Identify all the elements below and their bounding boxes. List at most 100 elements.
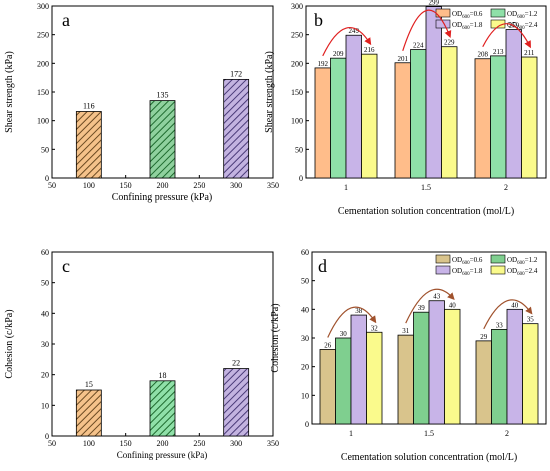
bar — [425, 6, 442, 179]
bar — [223, 78, 250, 179]
x-tick-label: 200 — [157, 439, 169, 448]
trend-arrow — [405, 288, 455, 324]
x-ticks: 50 100 150 200 250 300 350 — [48, 433, 279, 448]
bar-value-label: 213 — [493, 48, 504, 56]
y-tick-label: 250 — [37, 31, 49, 40]
trend-arrows — [322, 9, 531, 57]
bar — [314, 67, 331, 179]
bar-value-label: 192 — [318, 60, 329, 68]
x-tick-label: 100 — [83, 181, 95, 190]
y-tick-label: 200 — [291, 59, 303, 68]
trend-arrow — [402, 9, 452, 51]
legend-entry-label: OD600=0.6 — [452, 256, 483, 266]
bars: 26 30 38 32 31 39 43 40 29 33 40 35 — [319, 293, 539, 425]
bar-value-label: 40 — [511, 301, 519, 309]
x-tick-label: 50 — [48, 439, 56, 448]
bar-value-label: 33 — [496, 321, 504, 329]
x-tick-label: 300 — [230, 181, 242, 190]
x-tick-label: 2 — [505, 429, 509, 438]
bar-value-label: 18 — [159, 371, 167, 380]
y-tick-label: 0 — [305, 420, 309, 429]
bar-value-label: 211 — [524, 49, 535, 57]
bar — [474, 58, 491, 179]
bars: 15 18 22 — [75, 359, 250, 437]
bar — [441, 46, 458, 179]
legend-entry-label: OD600=1.2 — [507, 256, 538, 266]
bar-value-label: 299 — [429, 0, 440, 7]
bar-value-label: 229 — [444, 39, 455, 47]
x-tick-label: 100 — [83, 439, 95, 448]
y-tick-label: 60 — [41, 248, 49, 257]
bar — [345, 34, 362, 179]
bar — [475, 340, 492, 425]
y-axis-label: Shear strength (kPa) — [4, 51, 15, 133]
bar — [330, 57, 347, 179]
bar — [361, 53, 378, 179]
bar-value-label: 30 — [340, 330, 348, 338]
y-ticks: 0 50 100 150 200 250 300 — [291, 2, 309, 183]
y-tick-label: 300 — [37, 2, 49, 11]
y-tick-label: 30 — [301, 334, 309, 343]
bar-value-label: 172 — [230, 69, 242, 78]
x-tick-label: 2 — [504, 183, 508, 192]
panel-label: a — [62, 10, 70, 30]
bar — [506, 308, 523, 425]
bar-value-label: 116 — [83, 101, 95, 110]
bar — [394, 62, 411, 179]
bar — [319, 349, 336, 425]
y-tick-label: 100 — [37, 117, 49, 126]
bar — [75, 389, 102, 437]
bar-value-label: 135 — [157, 91, 169, 100]
bar — [223, 368, 250, 437]
bar — [491, 328, 508, 425]
bar — [366, 331, 383, 425]
bar — [75, 111, 102, 179]
bar — [413, 311, 430, 425]
legend-swatch — [490, 254, 506, 264]
y-tick-label: 30 — [41, 340, 49, 349]
y-tick-label: 40 — [301, 305, 309, 314]
bar-value-label: 39 — [418, 304, 426, 312]
bar-value-label: 29 — [480, 333, 488, 341]
bar-value-label: 201 — [398, 55, 409, 63]
trend-arrow — [322, 27, 372, 57]
x-tick-label: 250 — [193, 439, 205, 448]
x-tick-label: 1 — [344, 183, 348, 192]
bars: 116 135 172 — [75, 69, 250, 179]
legend-entry-label: OD600=1.8 — [452, 267, 483, 277]
bar — [149, 100, 176, 179]
legend-entry-label: OD600=1.2 — [507, 10, 538, 20]
y-tick-label: 50 — [295, 145, 303, 154]
y-tick-label: 300 — [291, 2, 303, 11]
x-tick-label: 300 — [230, 439, 242, 448]
y-tick-label: 20 — [41, 371, 49, 380]
x-tick-label: 1 — [349, 429, 353, 438]
bar-value-label: 35 — [527, 316, 535, 324]
x-tick-label: 1.5 — [421, 183, 431, 192]
x-tick-label: 1.5 — [424, 429, 434, 438]
panel-label: d — [318, 256, 327, 276]
legend-swatch — [490, 265, 506, 275]
legend-swatch — [435, 265, 451, 275]
bar — [149, 380, 176, 437]
trend-arrows — [327, 288, 533, 338]
bar-value-label: 209 — [333, 50, 344, 58]
trend-arrow — [327, 306, 377, 338]
legend-swatch — [435, 19, 451, 29]
trend-arrow — [483, 299, 533, 330]
panel-label: b — [314, 10, 323, 30]
y-tick-label: 150 — [291, 88, 303, 97]
x-axis-label: Cementation solution concentration (mol/… — [341, 452, 517, 463]
y-tick-label: 250 — [291, 31, 303, 40]
y-tick-label: 10 — [41, 401, 49, 410]
x-tick-label: 250 — [193, 181, 205, 190]
x-axis-label: Cementation solution concentration (mol/… — [338, 206, 514, 217]
y-tick-label: 50 — [301, 277, 309, 286]
bar — [521, 56, 538, 179]
bar-value-label: 31 — [402, 327, 410, 335]
x-tick-label: 150 — [120, 181, 132, 190]
